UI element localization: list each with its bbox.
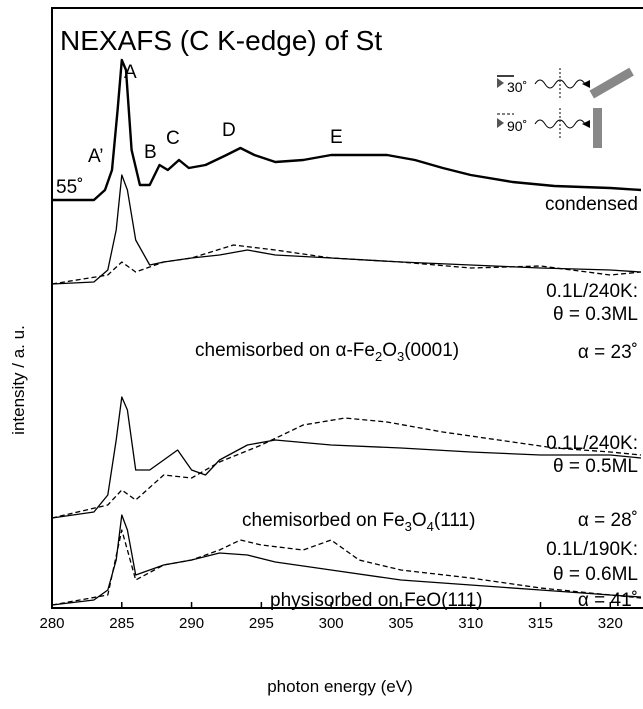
- substrate-label: chemisorbed on α-Fe2O3(0001): [195, 340, 459, 364]
- inset-icon: [582, 120, 590, 128]
- label-part: (0001): [404, 340, 459, 361]
- x-tick-label: 285: [109, 615, 134, 632]
- spectrum-line: [52, 58, 641, 202]
- label-part: chemisorbed on α-Fe: [195, 340, 375, 361]
- x-tick-label: 310: [458, 615, 483, 632]
- peak-label: D: [222, 120, 236, 141]
- alpha-label: α = 28˚: [578, 510, 638, 531]
- label-part: O: [382, 340, 397, 361]
- inset-sample: [593, 108, 602, 148]
- chart-title: NEXAFS (C K-edge) of St: [60, 25, 382, 56]
- peak-label: E: [330, 127, 343, 148]
- label-part: 2: [375, 349, 382, 364]
- coverage-label: θ = 0.6ML: [553, 564, 638, 585]
- label-part: 3: [405, 519, 412, 534]
- substrate-label: chemisorbed on Fe3O4(111): [242, 510, 475, 534]
- x-tick-label: 305: [388, 615, 413, 632]
- inset-icon: [497, 78, 504, 88]
- spectrum-line: [52, 244, 641, 285]
- x-tick-label: 280: [39, 615, 64, 632]
- dose-label: 0.1L/190K:: [546, 539, 638, 560]
- x-tick-label: 320: [598, 615, 623, 632]
- x-tick-label: 295: [249, 615, 274, 632]
- coverage-label: θ = 0.5ML: [553, 456, 638, 477]
- dose-label: 0.1L/240K:: [546, 433, 638, 454]
- y-axis-label: intensity / a. u.: [9, 325, 28, 435]
- x-tick-label: 300: [319, 615, 344, 632]
- dose-label: 0.1L/240K:: [546, 281, 638, 302]
- inset-label: 90˚: [507, 118, 527, 134]
- inset-label: 30˚: [507, 79, 527, 95]
- x-tick-label: 315: [528, 615, 553, 632]
- x-axis-label: photon energy (eV): [267, 677, 413, 696]
- peak-label: A’: [88, 146, 103, 167]
- series-label: condensed: [545, 194, 638, 215]
- label-part: O: [412, 510, 427, 531]
- inset-sample: [589, 67, 634, 99]
- x-tick-label: 290: [179, 615, 204, 632]
- inset-icon: [582, 80, 590, 88]
- label-part: chemisorbed on Fe: [242, 510, 405, 531]
- alpha-label: α = 23˚: [578, 342, 638, 363]
- spectrum-line: [52, 174, 641, 285]
- inset: 30˚ 90˚: [497, 67, 634, 148]
- label-part: (111): [434, 510, 476, 531]
- label-part: 3: [397, 349, 404, 364]
- spectrum-line: [52, 396, 641, 519]
- coverage-label: θ = 0.3ML: [553, 304, 638, 325]
- peak-label: B: [144, 142, 157, 163]
- inset-icon: [497, 118, 504, 128]
- label-part: physisorbed on FeO(111): [270, 590, 483, 611]
- spectrum-line: [52, 529, 641, 606]
- peak-label: C: [166, 128, 180, 149]
- plot-frame: [51, 7, 643, 609]
- angle-label: 55˚: [56, 177, 83, 198]
- label-part: 4: [427, 519, 434, 534]
- substrate-label: physisorbed on FeO(111): [270, 590, 483, 611]
